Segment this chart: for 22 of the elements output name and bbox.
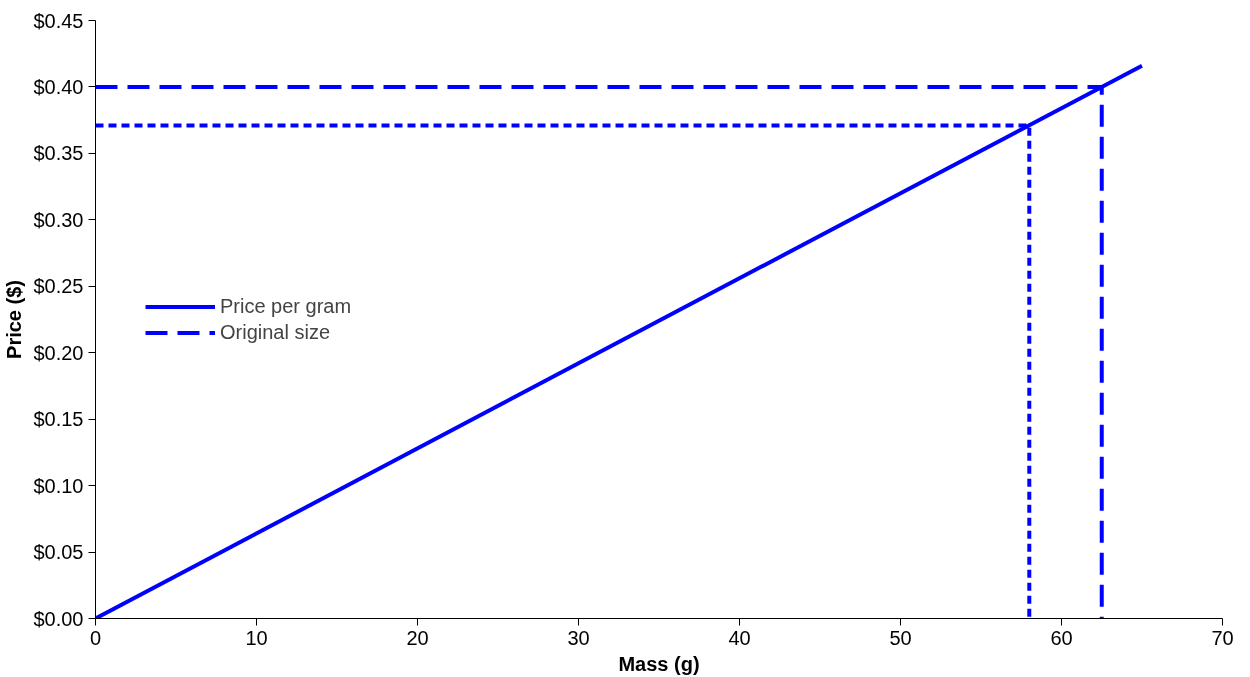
legend-label: Price per gram bbox=[220, 294, 352, 318]
y-tick-label: $0.20 bbox=[33, 341, 84, 364]
y-tick-label: $0.00 bbox=[33, 607, 84, 630]
y-tick-label: $0.10 bbox=[33, 474, 84, 497]
x-tick-label: 40 bbox=[728, 626, 751, 649]
x-tick-label: 30 bbox=[567, 626, 590, 649]
y-tick-label: $0.35 bbox=[33, 142, 84, 165]
y-tick-label: $0.25 bbox=[33, 275, 84, 298]
x-tick-label: 50 bbox=[889, 626, 912, 649]
x-tick-label: 60 bbox=[1050, 626, 1073, 649]
legend-label: Original size bbox=[220, 320, 331, 344]
x-axis-title: Mass (g) bbox=[618, 652, 700, 675]
y-tick-label: $0.45 bbox=[33, 9, 84, 32]
y-tick-label: $0.30 bbox=[33, 208, 84, 231]
x-tick-label: 70 bbox=[1211, 626, 1234, 649]
x-tick-label: 0 bbox=[89, 626, 102, 649]
y-axis-title: Price ($) bbox=[3, 280, 26, 359]
x-tick-label: 10 bbox=[245, 626, 268, 649]
x-tick-label: 20 bbox=[406, 626, 429, 649]
y-tick-label: $0.40 bbox=[33, 75, 84, 98]
y-tick-label: $0.05 bbox=[33, 541, 84, 564]
y-tick-label: $0.15 bbox=[33, 408, 84, 431]
